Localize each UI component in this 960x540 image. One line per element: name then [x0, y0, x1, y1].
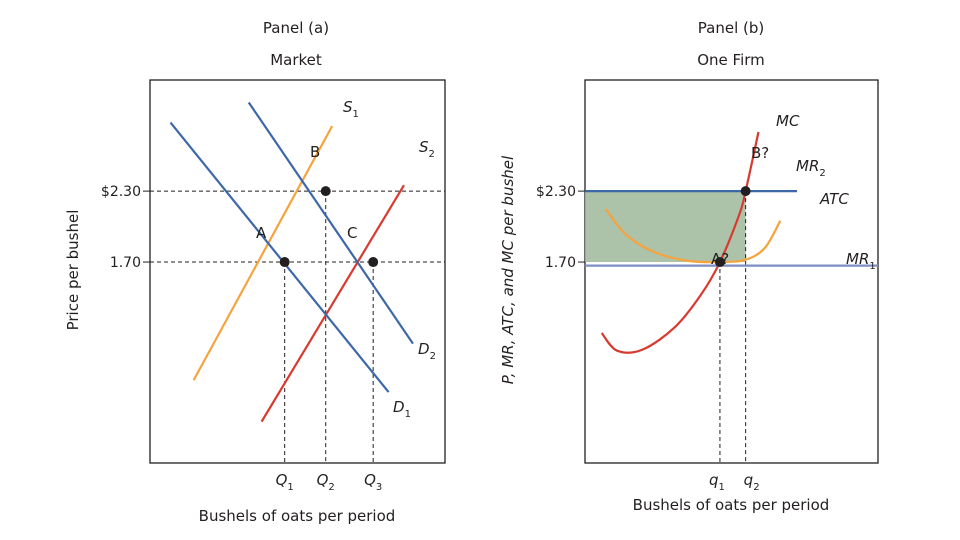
profit-shaded-area [585, 191, 746, 263]
panel-b-plot: $2.30 1.70 q1 q2 MC MR2 MR1 ATC A? B? [536, 79, 879, 493]
panel-b-title: Panel (b) [698, 19, 764, 37]
series-mr2-label: MR2 [796, 157, 826, 179]
y-tick-2-30: $2.30 [536, 184, 576, 200]
series-s1-line [192, 125, 334, 381]
panel-b-subtitle: One Firm [697, 51, 765, 69]
point-a [279, 257, 290, 268]
x-tick-q2: Q2 [317, 471, 335, 493]
series-d2-label: D2 [418, 340, 436, 362]
point-c [368, 257, 379, 268]
point-a [714, 257, 725, 268]
point-b [740, 186, 751, 197]
panel-a-plot: $2.30 1.70 Q1 Q2 Q3 S1 S2 D1 D2 A B C [101, 79, 446, 493]
panel-b-frame [584, 79, 879, 464]
point-label-b: B? [751, 144, 769, 162]
panel-a-ylabel: Price per bushel [64, 210, 82, 331]
y-tick-1-70: 1.70 [545, 255, 576, 271]
point-label-a: A? [711, 250, 729, 268]
y-tick-1-70: 1.70 [110, 255, 141, 271]
point-label-c: C [347, 224, 357, 242]
series-d1-line [169, 121, 390, 393]
panel-a-market: Panel (a) Market $2.30 1.70 Q1 Q2 Q3 S1 S2 D1 D2… [64, 19, 446, 525]
panel-a-title: Panel (a) [263, 19, 329, 37]
point-label-b: B [310, 143, 320, 161]
series-mr1-label: MR1 [846, 250, 876, 272]
series-d2-line [247, 101, 414, 345]
x-tick-q2: q2 [744, 471, 760, 493]
panel-a-xlabel: Bushels of oats per period [199, 507, 396, 525]
point-label-a: A [256, 224, 267, 242]
series-s1-label: S1 [343, 98, 359, 120]
panel-b-xlabel: Bushels of oats per period [633, 496, 830, 514]
point-b [320, 186, 331, 197]
series-atc-line [604, 208, 782, 264]
series-mc-line [600, 131, 760, 354]
panel-b-one-firm: Panel (b) One Firm $2.30 1.70 q1 q2 MC MR2 MR1… [499, 19, 879, 514]
series-s2-label: S2 [419, 138, 435, 160]
series-mc-label: MC [776, 112, 800, 130]
x-tick-q1: Q1 [276, 471, 294, 493]
series-s2-line [260, 184, 405, 423]
series-d1-label: D1 [393, 398, 411, 420]
panel-a-subtitle: Market [270, 51, 322, 69]
x-tick-q1: q1 [709, 471, 725, 493]
panel-a-frame [149, 79, 446, 464]
series-atc-label: ATC [819, 190, 849, 208]
y-tick-2-30: $2.30 [101, 184, 141, 200]
x-tick-q3: Q3 [364, 471, 382, 493]
panel-b-ylabel: P, MR, ATC, and MC per bushel [499, 155, 517, 384]
